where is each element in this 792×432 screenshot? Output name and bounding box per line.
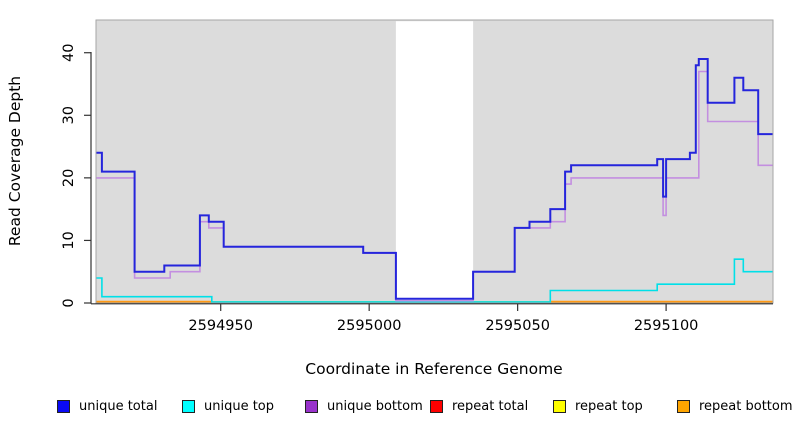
legend-swatch-unique-top — [182, 399, 195, 413]
legend-label: unique top — [204, 398, 275, 414]
legend-swatch-repeat-total — [430, 399, 443, 413]
no-data-gap — [395, 21, 474, 301]
panel-frame — [95, 19, 774, 304]
x-tick-label: 2595000 — [337, 318, 402, 334]
plot-panel — [96, 20, 773, 303]
legend: unique total unique top unique bottom repea… — [0, 397, 792, 419]
y-tick-label: 40 — [61, 43, 77, 61]
y-tick-label: 30 — [61, 106, 77, 124]
legend-item-unique-total: unique total — [57, 397, 157, 415]
series-lines — [96, 58, 773, 303]
legend-item-unique-bottom: unique bottom — [305, 397, 423, 415]
legend-swatch-unique-total — [57, 399, 70, 413]
coverage-plot: 2594950 2595000 2595050 2595100 0 10 20 30 40 R… — [6, 19, 774, 378]
legend-item-repeat-top: repeat top — [553, 397, 643, 415]
x-tick-label: 2594950 — [188, 318, 253, 334]
legend-item-repeat-bottom: repeat bottom — [677, 397, 792, 415]
y-axis-title: Read Coverage Depth — [6, 76, 24, 246]
y-tick-label: 10 — [61, 231, 77, 249]
legend-swatch-unique-bottom — [305, 399, 318, 413]
legend-label: repeat top — [575, 398, 643, 414]
legend-item-repeat-total: repeat total — [430, 397, 528, 415]
y-tick-label: 0 — [61, 298, 77, 307]
x-axis: 2594950 2595000 2595050 2595100 — [91, 303, 773, 334]
x-axis-title: Coordinate in Reference Genome — [305, 360, 562, 378]
legend-swatch-repeat-bottom — [677, 399, 690, 413]
series-unique-total — [96, 58, 773, 300]
y-axis: 0 10 20 30 40 — [61, 43, 92, 308]
legend-swatch-repeat-top — [553, 399, 566, 413]
legend-item-unique-top: unique top — [182, 397, 274, 415]
legend-label: unique total — [79, 398, 158, 414]
legend-label: repeat total — [452, 398, 529, 414]
x-tick-label: 2595050 — [485, 318, 550, 334]
panel-border — [95, 19, 774, 304]
y-tick-label: 20 — [61, 169, 77, 187]
legend-label: unique bottom — [327, 398, 423, 414]
series-unique-top — [96, 258, 773, 303]
x-tick-label: 2595100 — [634, 318, 699, 334]
legend-label: repeat bottom — [699, 398, 792, 414]
